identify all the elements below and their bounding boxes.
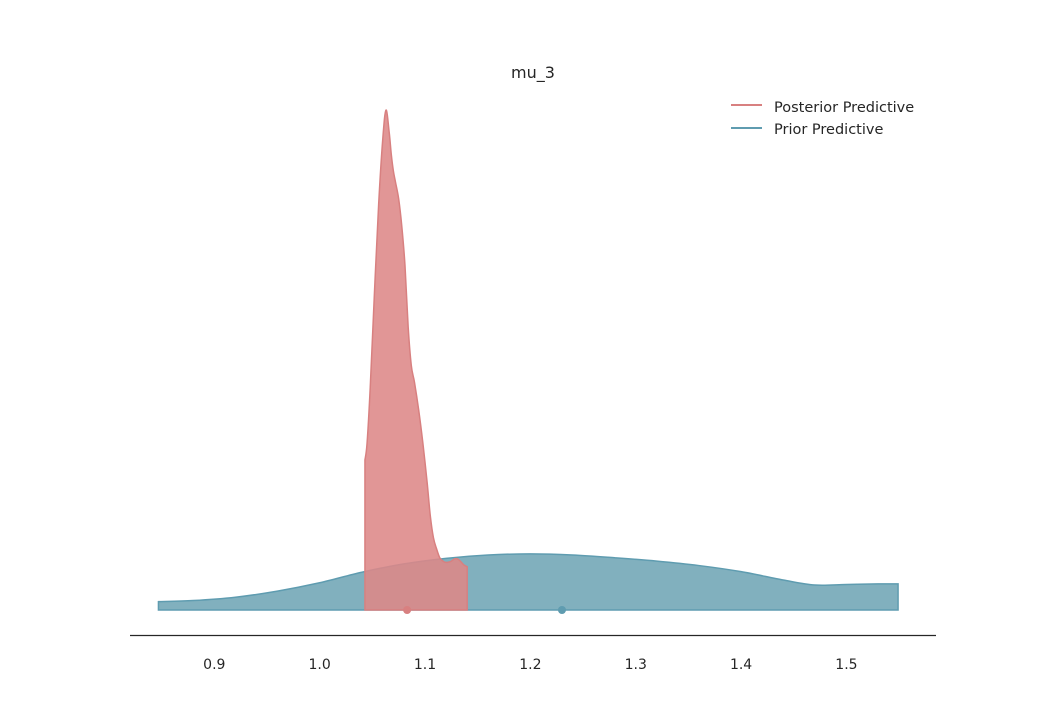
x-tick-label: 1.5 xyxy=(835,657,857,673)
prior-predictive-series xyxy=(157,553,899,614)
x-tick-label: 1.2 xyxy=(519,657,541,673)
posterior-predictive-area xyxy=(364,109,468,611)
x-tick-labels: 0.9 1.0 1.1 1.2 1.3 1.4 1.5 xyxy=(203,657,857,673)
chart-title: mu_3 xyxy=(511,63,555,83)
legend-label-prior-predictive: Prior Predictive xyxy=(774,122,883,138)
posterior-predictive-mean-marker xyxy=(403,606,412,614)
legend: Posterior Predictive Prior Predictive xyxy=(731,100,914,138)
x-tick-label: 1.4 xyxy=(730,657,752,673)
x-tick-label: 1.1 xyxy=(414,657,436,673)
x-tick-label: 1.3 xyxy=(625,657,647,673)
prior-predictive-mean-marker xyxy=(557,606,566,614)
x-tick-label: 0.9 xyxy=(203,657,225,673)
prior-predictive-area xyxy=(157,553,899,611)
posterior-predictive-series xyxy=(364,109,468,614)
x-tick-label: 1.0 xyxy=(309,657,331,673)
legend-label-posterior-predictive: Posterior Predictive xyxy=(774,100,914,116)
